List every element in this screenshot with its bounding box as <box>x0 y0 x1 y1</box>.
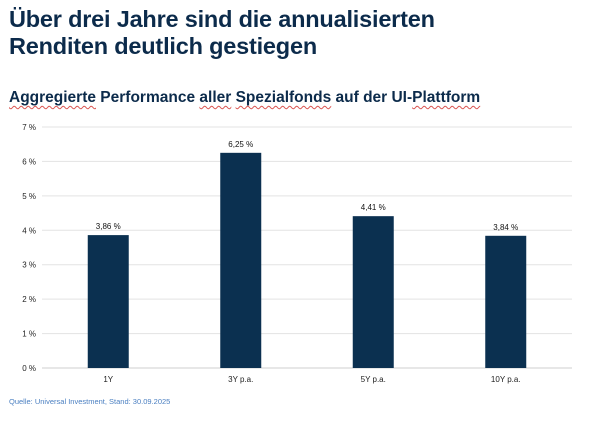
data-label: 3,86 % <box>96 222 121 231</box>
x-tick-label: 3Y p.a. <box>228 375 253 384</box>
bar <box>485 235 527 368</box>
bar <box>352 216 394 368</box>
source-note: Quelle: Universal Investment, Stand: 30.… <box>9 397 171 406</box>
y-tick-label: 6 % <box>22 157 36 166</box>
headline-line-1: Über drei Jahre sind die annualisierten <box>9 6 435 32</box>
page-headline: Über drei Jahre sind die annualisierten … <box>9 6 584 60</box>
y-tick-label: 2 % <box>22 295 36 304</box>
y-tick-label: 0 % <box>22 364 36 373</box>
y-tick-label: 5 % <box>22 192 36 201</box>
y-tick-label: 4 % <box>22 226 36 235</box>
y-tick-label: 3 % <box>22 261 36 270</box>
y-tick-label: 1 % <box>22 330 36 339</box>
x-tick-label: 5Y p.a. <box>361 375 386 384</box>
subtitle-part-5: Spezialfonds <box>235 89 332 106</box>
data-label: 3,84 % <box>493 223 518 232</box>
bar <box>220 152 262 368</box>
data-label: 4,41 % <box>361 203 386 212</box>
y-tick-label: 7 % <box>22 123 36 132</box>
subtitle-part-3: aller <box>199 89 232 106</box>
bar <box>87 235 129 368</box>
data-label: 6,25 % <box>228 140 253 149</box>
chart-subtitle: Aggregierte Performance aller Spezialfon… <box>9 89 480 107</box>
subtitle-part-6: auf der UI- <box>331 89 413 106</box>
subtitle-part-7: Plattform <box>412 89 481 106</box>
subtitle-part-1: Aggregierte <box>9 89 96 106</box>
subtitle-part-2: Performance <box>96 89 200 106</box>
x-tick-label: 10Y p.a. <box>491 375 521 384</box>
x-tick-label: 1Y <box>103 375 113 384</box>
headline-line-2: Renditen deutlich gestiegen <box>9 33 317 59</box>
